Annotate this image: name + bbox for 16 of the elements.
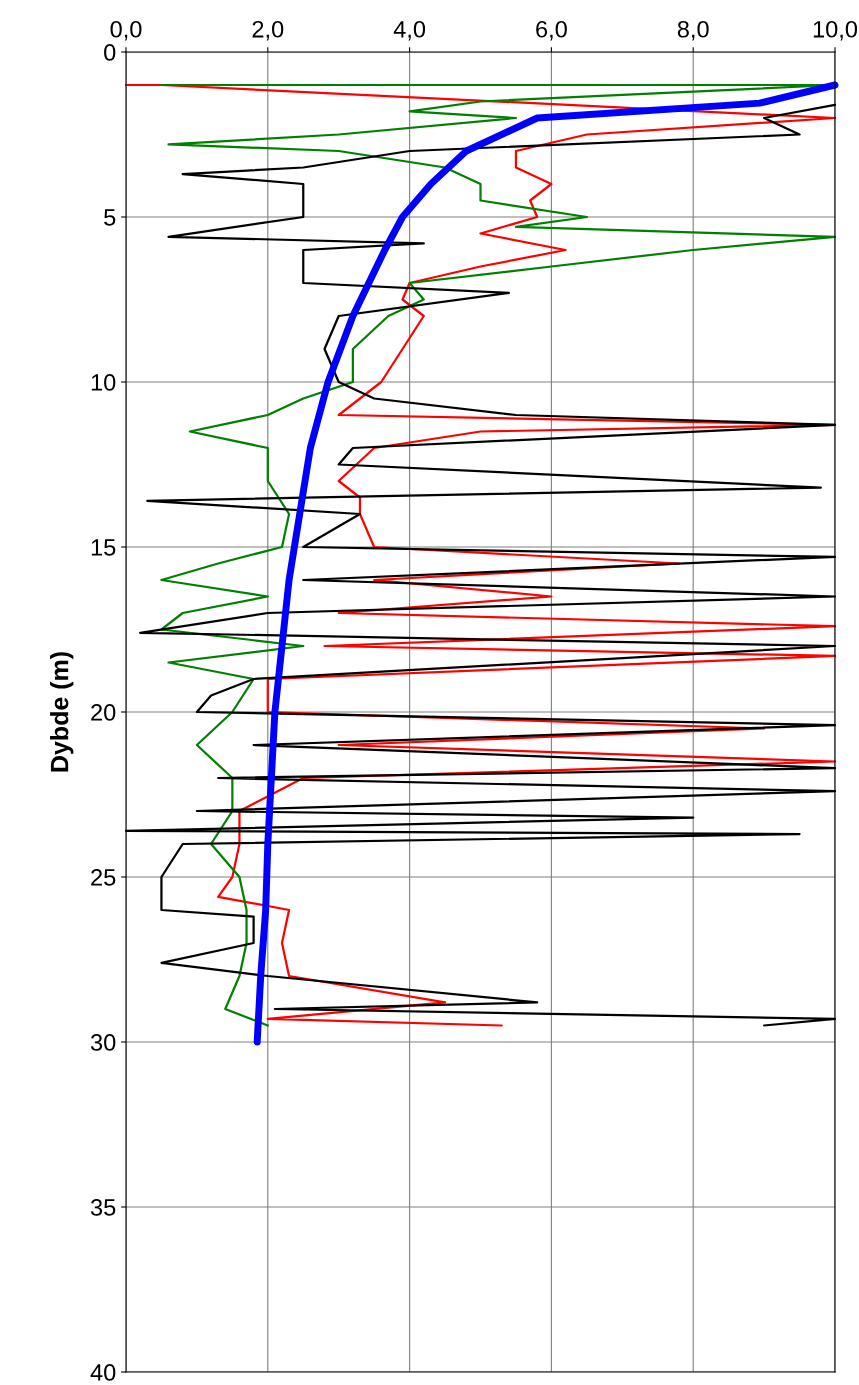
y-tick-label: 5 [104,209,116,226]
y-tick-label: 40 [90,1364,116,1381]
y-axis-title: Dybde (m) [50,652,74,772]
x-tick-label: 0,0 [110,20,142,41]
y-tick-label: 35 [90,1199,116,1216]
x-tick-label: 2,0 [252,20,284,41]
x-tick-label: 8,0 [677,20,709,41]
y-tick-label: 0 [104,44,116,61]
x-tick-label: 6,0 [536,20,567,41]
y-tick-label: 25 [91,869,116,886]
x-tick-label: 4,0 [393,20,426,41]
y-tick-label: 30 [90,1034,116,1051]
x-tick-label: 10,0 [813,20,858,41]
y-tick-label: 15 [91,539,116,556]
y-tick-label: 20 [91,704,116,721]
y-tick-label: 10 [91,374,116,391]
